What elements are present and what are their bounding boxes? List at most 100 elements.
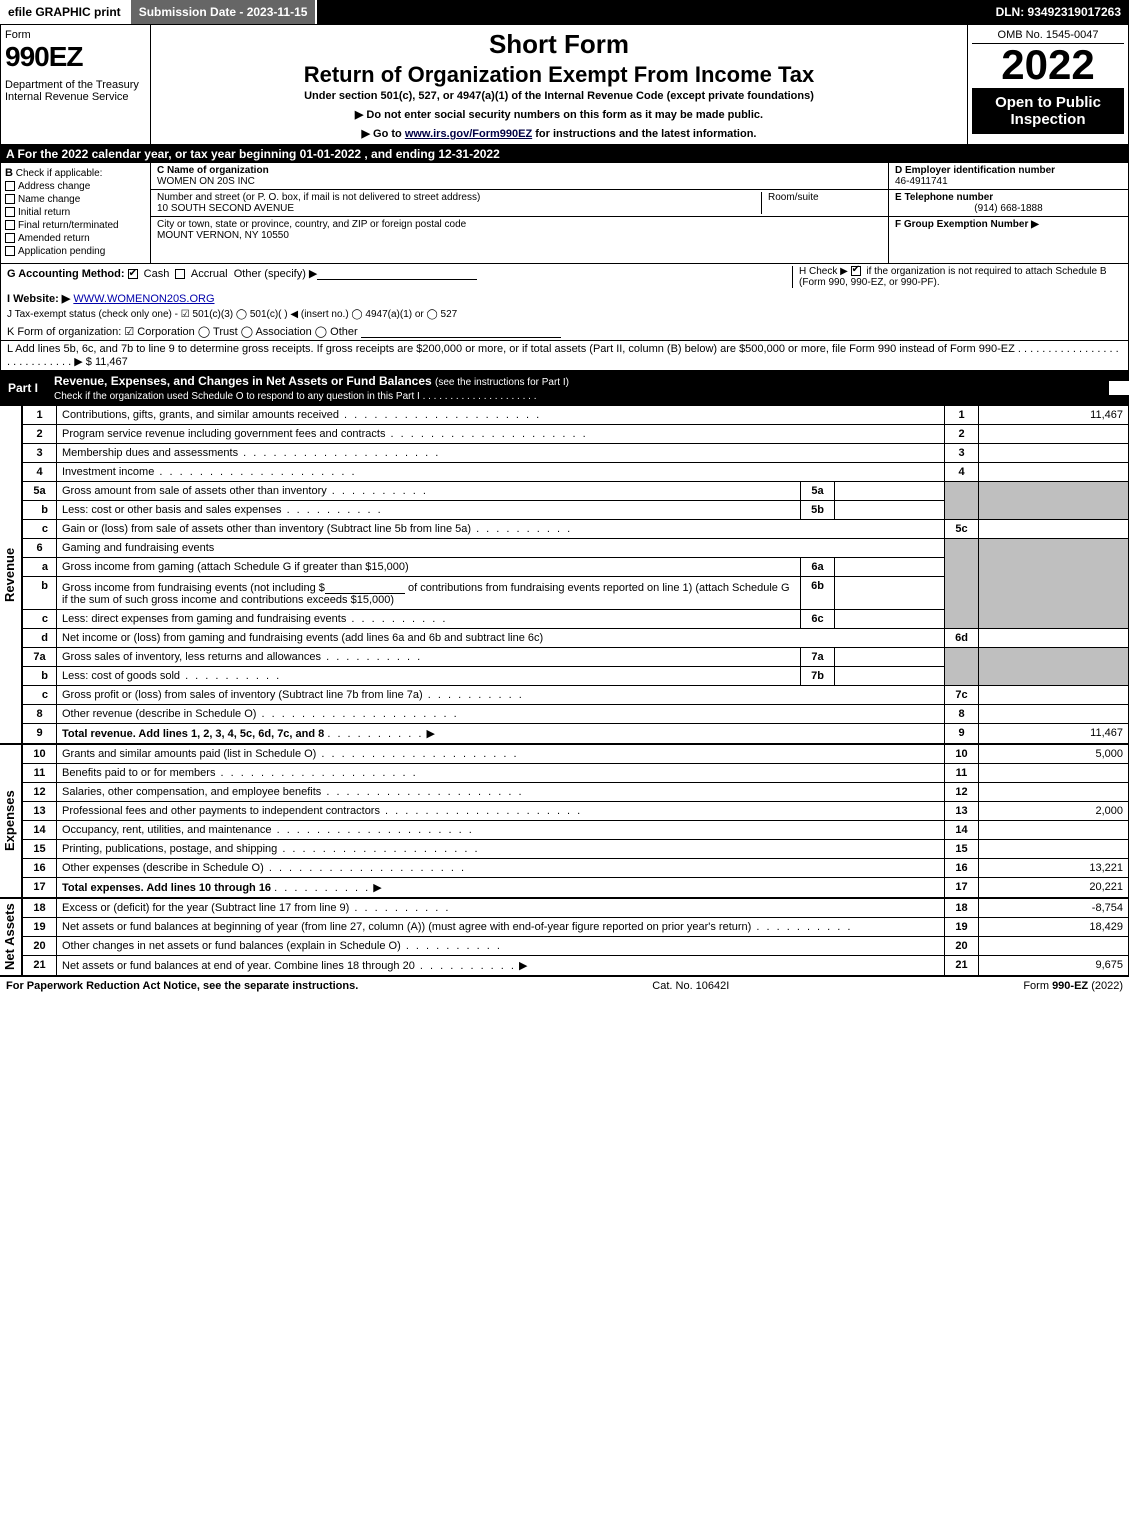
- row-20: 20Other changes in net assets or fund ba…: [23, 937, 1129, 956]
- line-g: G Accounting Method: Cash Accrual Other …: [7, 266, 792, 288]
- ln-6c-text: Less: direct expenses from gaming and fu…: [62, 613, 447, 625]
- ln-6a-iln: 6a: [801, 558, 835, 577]
- ln-7b-text: Less: cost of goods sold: [62, 670, 281, 682]
- netassets-block: Net Assets 18Excess or (deficit) for the…: [0, 898, 1129, 976]
- irs-label: Internal Revenue Service: [5, 91, 146, 103]
- revenue-table: 1Contributions, gifts, grants, and simil…: [22, 405, 1129, 744]
- ln-17-col: 17: [945, 878, 979, 898]
- chk-cash[interactable]: [128, 269, 138, 279]
- e-lbl: E Telephone number: [895, 192, 1122, 203]
- org-street: 10 SOUTH SECOND AVENUE: [157, 203, 755, 214]
- c-room-lbl: Room/suite: [762, 192, 882, 214]
- chk-final-return[interactable]: Final return/terminated: [5, 220, 146, 231]
- website-link[interactable]: WWW.WOMENON20S.ORG: [73, 293, 214, 305]
- chk-h[interactable]: [851, 266, 861, 276]
- ln-5a-text: Gross amount from sale of assets other t…: [62, 485, 428, 497]
- row-1: 1Contributions, gifts, grants, and simil…: [23, 406, 1129, 425]
- ln-7ab-gray: [945, 648, 979, 686]
- ln-1-amt: 11,467: [979, 406, 1129, 425]
- d-lbl: D Employer identification number: [895, 165, 1122, 176]
- ln-19-text: Net assets or fund balances at beginning…: [62, 921, 852, 933]
- ln-11-num: 11: [23, 764, 57, 783]
- row-6d: dNet income or (loss) from gaming and fu…: [23, 629, 1129, 648]
- ln-7a-text: Gross sales of inventory, less returns a…: [62, 651, 422, 663]
- footer-right-bold: 990-EZ: [1052, 980, 1088, 992]
- row-8: 8Other revenue (describe in Schedule O)8: [23, 705, 1129, 724]
- ln-15-amt: [979, 840, 1129, 859]
- chk-application-pending-label: Application pending: [18, 246, 105, 257]
- ln-5a-iln: 5a: [801, 482, 835, 501]
- row-5c: c Gain or (loss) from sale of assets othe…: [23, 520, 1129, 539]
- i-label: I Website: ▶: [7, 293, 70, 305]
- irs-link[interactable]: www.irs.gov/Form990EZ: [405, 128, 532, 140]
- ln-5c-num: c: [23, 520, 57, 539]
- row-18: 18Excess or (deficit) for the year (Subt…: [23, 899, 1129, 918]
- ln-10-num: 10: [23, 745, 57, 764]
- chk-initial-return[interactable]: Initial return: [5, 207, 146, 218]
- ln-14-amt: [979, 821, 1129, 840]
- ln-12-text: Salaries, other compensation, and employ…: [62, 786, 524, 798]
- ln-11-amt: [979, 764, 1129, 783]
- ln-14-text: Occupancy, rent, utilities, and maintena…: [62, 824, 474, 836]
- chk-address-change[interactable]: Address change: [5, 181, 146, 192]
- row-16: 16Other expenses (describe in Schedule O…: [23, 859, 1129, 878]
- ln-2-num: 2: [23, 425, 57, 444]
- k-other-input[interactable]: [361, 324, 561, 338]
- ln-17-amt: 20,221: [979, 878, 1129, 898]
- chk-accrual[interactable]: [175, 269, 185, 279]
- netassets-table: 18Excess or (deficit) for the year (Subt…: [22, 898, 1129, 976]
- header-form-block: Form 990EZ Department of the Treasury In…: [1, 25, 151, 144]
- ln-6a-num: a: [23, 558, 57, 577]
- ln-7b-iln: 7b: [801, 667, 835, 686]
- line-k-text: K Form of organization: ☑ Corporation ◯ …: [7, 326, 358, 338]
- ln-5b-num: b: [23, 501, 57, 520]
- ln-21-amt: 9,675: [979, 956, 1129, 976]
- h-pre: H Check ▶: [799, 266, 848, 277]
- ln-20-num: 20: [23, 937, 57, 956]
- ln-6d-amt: [979, 629, 1129, 648]
- part1-sub: Check if the organization used Schedule …: [54, 391, 536, 402]
- line-gh: G Accounting Method: Cash Accrual Other …: [0, 264, 1129, 290]
- row-15: 15Printing, publications, postage, and s…: [23, 840, 1129, 859]
- chk-application-pending[interactable]: Application pending: [5, 246, 146, 257]
- tax-year: 2022: [972, 44, 1124, 86]
- ln-1-num: 1: [23, 406, 57, 425]
- ln-6d-text: Net income or (loss) from gaming and fun…: [57, 629, 945, 648]
- d-cell: D Employer identification number 46-4911…: [889, 163, 1128, 190]
- ln-9-amt: 11,467: [979, 724, 1129, 744]
- ln-20-amt: [979, 937, 1129, 956]
- g-label: G Accounting Method:: [7, 268, 125, 280]
- ln-7a-iamt: [835, 648, 945, 667]
- ln-5ab-gray: [945, 482, 979, 520]
- ln-6b-iamt: [835, 577, 945, 610]
- ln-2-col: 2: [945, 425, 979, 444]
- part1-title: Revenue, Expenses, and Changes in Net As…: [54, 374, 432, 388]
- ln-6b-iln: 6b: [801, 577, 835, 610]
- chk-name-change[interactable]: Name change: [5, 194, 146, 205]
- ln-18-amt: -8,754: [979, 899, 1129, 918]
- chk-name-change-label: Name change: [18, 194, 80, 205]
- ln-4-text: Investment income: [62, 466, 357, 478]
- header-right: OMB No. 1545-0047 2022 Open to Public In…: [968, 25, 1128, 144]
- ln-6a-text: Gross income from gaming (attach Schedul…: [57, 558, 801, 577]
- ln-5c-text: Gain or (loss) from sale of assets other…: [62, 523, 572, 535]
- ln-21-num: 21: [23, 956, 57, 976]
- g-other-input[interactable]: [317, 266, 477, 280]
- subtitle: Under section 501(c), 527, or 4947(a)(1)…: [157, 90, 961, 102]
- ln-6b-num: b: [23, 577, 57, 610]
- chk-amended-return[interactable]: Amended return: [5, 233, 146, 244]
- ln-11-text: Benefits paid to or for members: [62, 767, 418, 779]
- b-label: B: [5, 167, 13, 179]
- row-14: 14 Occupancy, rent, utilities, and mainte…: [23, 821, 1129, 840]
- part1-check[interactable]: ☑: [1109, 381, 1129, 395]
- col-c: C Name of organization WOMEN ON 20S INC …: [151, 163, 888, 263]
- ln-5b-iamt: [835, 501, 945, 520]
- dln: DLN: 93492319017263: [988, 0, 1129, 24]
- ln-6b-blank[interactable]: [325, 580, 405, 594]
- ln-14-col: 14: [945, 821, 979, 840]
- ln-6d-col: 6d: [945, 629, 979, 648]
- ln-11-col: 11: [945, 764, 979, 783]
- row-9: 9Total revenue. Add lines 1, 2, 3, 4, 5c…: [23, 724, 1129, 744]
- footer-right-pre: Form: [1023, 980, 1052, 992]
- ln-15-num: 15: [23, 840, 57, 859]
